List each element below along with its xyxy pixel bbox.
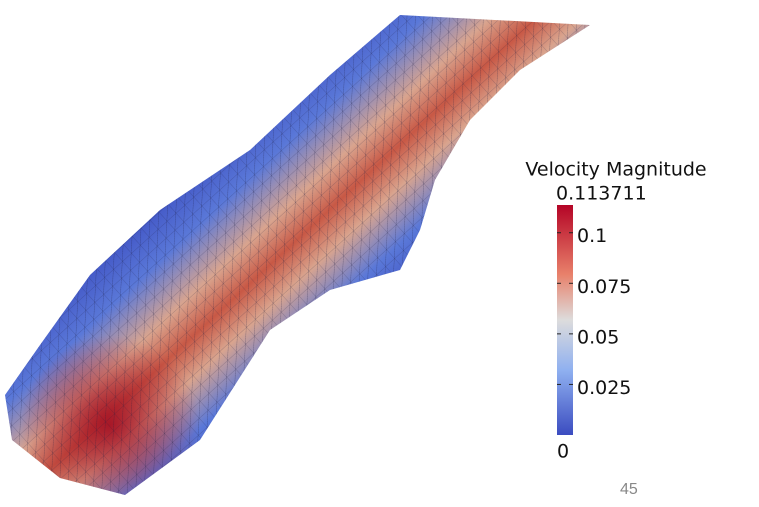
tick-label: 0.025 [577, 377, 631, 399]
tick-label: 0.05 [577, 326, 619, 348]
page-number: 45 [620, 481, 638, 498]
mesh-render [5, 15, 590, 495]
colorbar-ticks: 0.1 0.075 0.05 0.025 [557, 225, 631, 399]
colorbar-title: Velocity Magnitude [525, 159, 706, 181]
colorbar-min: 0 [557, 441, 569, 463]
tick-label: 0.1 [577, 225, 607, 247]
color-bar [557, 205, 573, 435]
colorbar-max: 0.113711 [556, 183, 647, 205]
tick-label: 0.075 [577, 276, 631, 298]
